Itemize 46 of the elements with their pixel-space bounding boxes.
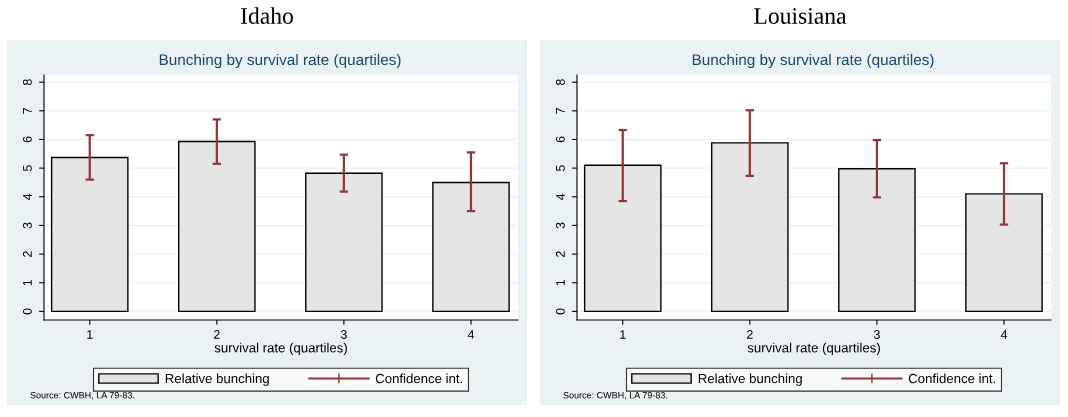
y-tick-label: 0 <box>555 308 565 315</box>
chart-title: Idaho <box>240 7 293 24</box>
y-tick-label: 3 <box>555 222 565 229</box>
x-tick-label: 2 <box>746 330 753 339</box>
x-tick-label: 1 <box>620 330 626 339</box>
bar <box>178 140 256 313</box>
y-tick-label: 3 <box>22 222 32 229</box>
x-tick-label: 3 <box>873 330 880 339</box>
legend-label: Relative bunching <box>698 373 802 386</box>
x-tick-label: 4 <box>467 330 475 339</box>
chart-title: Louisiana <box>754 8 847 24</box>
y-tick-label: 5 <box>556 165 565 172</box>
x-axis-title: survival rate (quartiles) <box>747 342 880 356</box>
bar <box>711 142 789 313</box>
y-tick-label: 6 <box>22 136 32 143</box>
x-tick-label: 3 <box>340 330 347 339</box>
chart-subtitle: Bunching by survival rate (quartiles) <box>692 53 934 69</box>
y-tick-label: 4 <box>556 193 565 200</box>
y-tick-label: 0 <box>22 308 32 315</box>
chart-subtitle: Bunching by survival rate (quartiles) <box>159 53 401 69</box>
text: Confidence int. <box>375 373 463 384</box>
bar <box>50 156 129 313</box>
text: Confidence int. <box>908 373 996 384</box>
y-tick-label: 8 <box>555 79 565 86</box>
y-tick-label: 5 <box>23 165 32 172</box>
y-tick-label: 2 <box>555 251 565 257</box>
bar <box>305 172 383 313</box>
bar <box>583 164 662 313</box>
x-tick-label: 4 <box>1000 330 1008 339</box>
x-axis-title: survival rate (quartiles) <box>214 342 347 356</box>
bar <box>965 193 1043 313</box>
y-tick-label: 2 <box>22 251 32 257</box>
x-tick-label: 2 <box>213 330 220 339</box>
y-tick-label: 7 <box>23 107 32 114</box>
y-tick-label: 4 <box>23 193 32 200</box>
y-tick-label: 8 <box>22 79 32 86</box>
bar <box>432 181 510 313</box>
y-tick-label: 7 <box>556 107 565 114</box>
x-tick-label: 1 <box>87 330 93 339</box>
legend-label: Relative bunching <box>165 373 269 386</box>
source-note: Source: CWBH, LA 79-83. <box>30 392 135 400</box>
bar <box>838 168 916 313</box>
y-tick-label: 1 <box>556 279 565 286</box>
y-tick-label: 1 <box>23 279 32 286</box>
y-tick-label: 6 <box>555 136 565 143</box>
source-note: Source: CWBH, LA 79-83. <box>563 392 668 400</box>
